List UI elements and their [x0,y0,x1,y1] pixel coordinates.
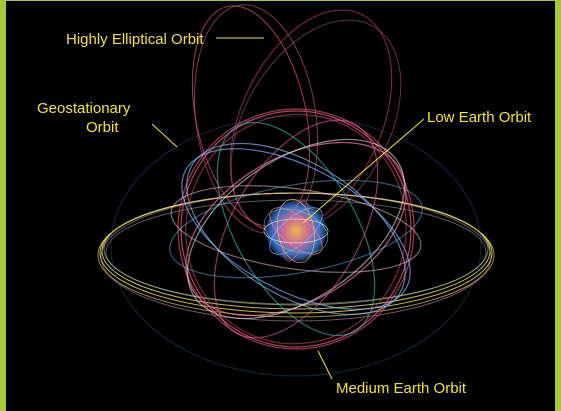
medium-earth-orbit-rings [169,108,423,350]
geo-label-line1: Geostationary [37,100,131,117]
leo-label: Low Earth Orbit [427,109,532,126]
heo-label: Highly Elliptical Orbit [66,31,204,48]
geostationary-orbit-rings [97,115,495,377]
meo-leader-line [317,350,333,380]
geo-leader-line [151,123,178,148]
geo-label-line2: Orbit [86,119,119,136]
leo-leader-line [302,118,425,224]
orbit-diagram: Highly Elliptical Orbit Geostationary Or… [37,4,532,397]
meo-label: Medium Earth Orbit [336,380,467,397]
